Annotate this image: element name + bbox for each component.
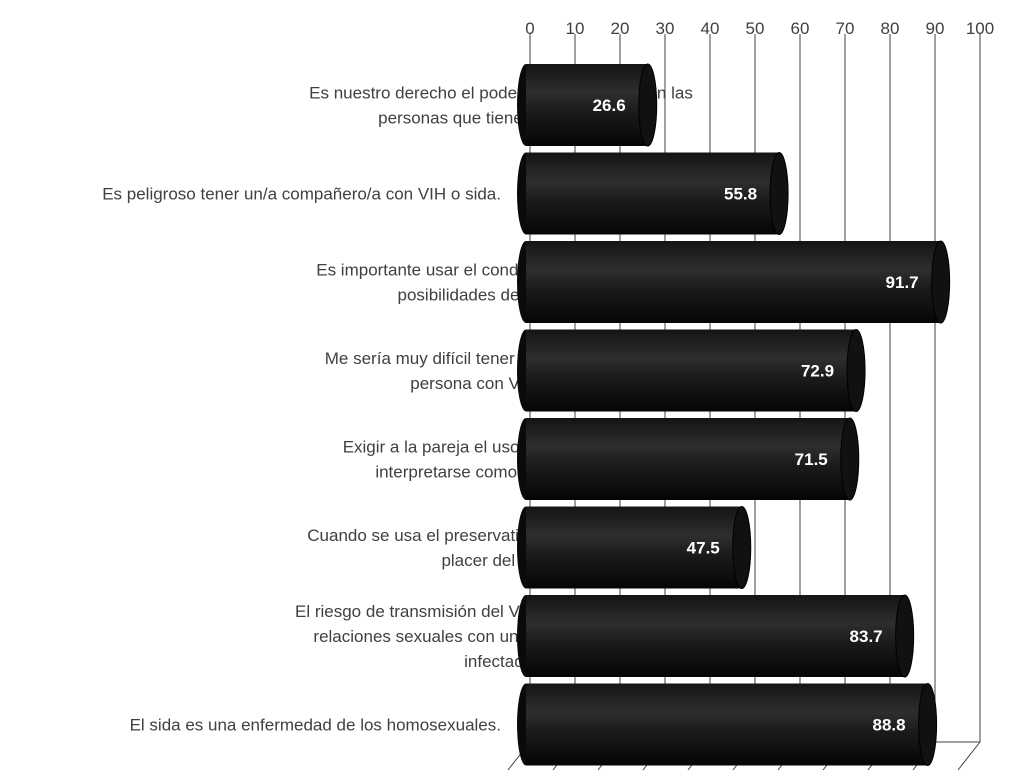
bar: 72.9	[517, 329, 866, 412]
data-label: 72.9	[801, 362, 834, 381]
x-tick-label: 50	[746, 19, 765, 38]
bar-body	[526, 683, 928, 766]
bar: 83.7	[517, 594, 915, 678]
bar-body	[526, 329, 857, 412]
bar: 47.5	[517, 506, 752, 589]
bar-body	[526, 418, 850, 500]
category-label: El sida es una enfermedad de los homosex…	[130, 716, 501, 735]
bar-body	[526, 595, 905, 677]
floor-gridline	[957, 741, 981, 771]
x-tick-label: 100	[966, 19, 994, 38]
x-tick-label: 70	[836, 19, 855, 38]
bar: 71.5	[517, 417, 860, 501]
bar-body	[526, 64, 648, 146]
category-label: Es peligroso tener un/a compañero/a con …	[102, 185, 501, 204]
data-label: 47.5	[687, 539, 720, 558]
bar-end-cap	[769, 152, 789, 235]
x-tick-label: 60	[791, 19, 810, 38]
bar-body	[526, 152, 780, 235]
bar-end-cap	[846, 329, 866, 412]
data-label: 55.8	[724, 185, 757, 204]
data-label: 91.7	[886, 273, 919, 292]
x-tick-label: 10	[566, 19, 585, 38]
bar-body	[526, 506, 742, 589]
bars: 26.6 55.8 91.7 72.9 71.5 47.5 83.7 88.8	[517, 63, 951, 766]
data-label: 83.7	[850, 627, 883, 646]
data-label: 71.5	[795, 450, 828, 469]
x-tick-label: 40	[701, 19, 720, 38]
x-tick-label: 80	[881, 19, 900, 38]
bar: 26.6	[517, 63, 658, 147]
data-label: 88.8	[873, 716, 906, 735]
bar-end-cap	[638, 63, 658, 147]
bar-end-cap	[931, 240, 951, 324]
bar-body	[526, 241, 941, 323]
x-axis-ticks: 0 10 20 30 40 50 60 70 80 90 100	[525, 19, 994, 38]
x-tick-label: 90	[926, 19, 945, 38]
data-label: 26.6	[593, 96, 626, 115]
x-tick-label: 0	[525, 19, 534, 38]
x-tick-label: 30	[656, 19, 675, 38]
bar: 91.7	[517, 240, 951, 324]
bar: 55.8	[517, 152, 789, 235]
bar-end-cap	[732, 506, 752, 589]
bar-end-cap	[918, 683, 938, 766]
bar-end-cap	[895, 594, 915, 678]
x-tick-label: 20	[611, 19, 630, 38]
bar: 88.8	[517, 683, 938, 766]
bar-end-cap	[840, 417, 860, 501]
